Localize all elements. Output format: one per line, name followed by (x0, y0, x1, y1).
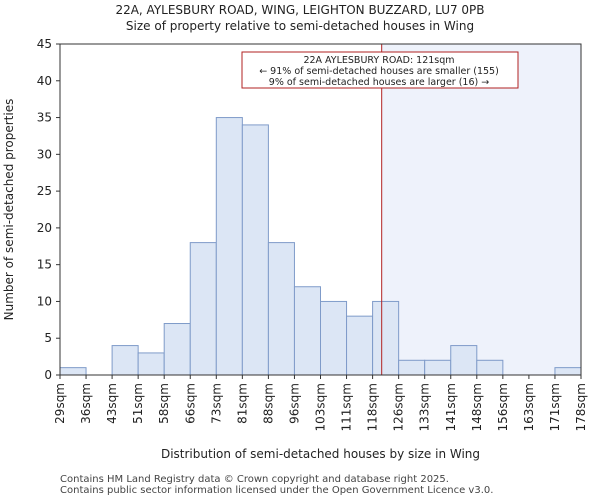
x-tick-label: 66sqm (183, 383, 197, 424)
x-tick-label: 29sqm (53, 383, 67, 424)
y-tick-label: 5 (44, 331, 52, 345)
histogram-bar (554, 367, 582, 376)
y-tick-label: 10 (37, 294, 52, 308)
histogram-bar (320, 300, 348, 376)
x-tick-label: 171sqm (548, 383, 562, 431)
y-tick-label: 15 (37, 258, 52, 272)
histogram-bar (476, 359, 504, 376)
histogram-bar (346, 315, 374, 376)
histogram-bar (137, 352, 165, 376)
chart-subtitle: Size of property relative to semi-detach… (125, 19, 475, 33)
x-tick-label: 118sqm (366, 383, 380, 431)
histogram-bar (424, 359, 452, 376)
histogram-bar (189, 242, 217, 376)
x-axis-label: Distribution of semi-detached houses by … (161, 447, 480, 461)
x-tick-label: 73sqm (209, 383, 223, 424)
y-axis-label: Number of semi-detached properties (2, 99, 16, 321)
histogram-bar (241, 124, 269, 376)
x-tick-label: 126sqm (392, 383, 406, 431)
x-tick-label: 96sqm (287, 383, 301, 424)
larger-region-shading (381, 44, 581, 375)
x-tick-label: 156sqm (496, 383, 510, 431)
histogram-bar (398, 359, 426, 376)
annotation-line: ← 91% of semi-detached houses are smalle… (259, 66, 499, 77)
x-tick-label: 141sqm (444, 383, 458, 431)
y-tick-label: 35 (37, 111, 52, 125)
x-tick-label: 111sqm (340, 383, 354, 431)
x-tick-label: 58sqm (157, 383, 171, 424)
histogram-bar (163, 323, 191, 376)
histogram-bar (59, 367, 87, 376)
annotation-line: 9% of semi-detached houses are larger (1… (269, 77, 489, 88)
x-tick-label: 163sqm (522, 383, 536, 431)
x-tick-label: 43sqm (105, 383, 119, 424)
histogram-bar (450, 345, 478, 376)
y-tick-label: 20 (37, 221, 52, 235)
y-tick-label: 45 (37, 37, 52, 51)
x-tick-label: 133sqm (418, 383, 432, 431)
y-tick-label: 40 (37, 74, 52, 88)
chart-title: 22A, AYLESBURY ROAD, WING, LEIGHTON BUZZ… (115, 3, 485, 17)
x-tick-label: 103sqm (314, 383, 328, 431)
annotation-line: 22A AYLESBURY ROAD: 121sqm (303, 55, 454, 66)
x-tick-label: 81sqm (235, 383, 249, 424)
x-tick-label: 88sqm (261, 383, 275, 424)
x-tick-label: 36sqm (79, 383, 93, 424)
histogram-bar (267, 242, 295, 376)
y-tick-label: 0 (44, 368, 52, 382)
histogram-bar (293, 286, 322, 376)
annotation-box (241, 51, 519, 89)
x-tick-label: 51sqm (131, 383, 145, 424)
footer-licence: Contains public sector information licen… (60, 485, 494, 496)
y-tick-label: 25 (37, 184, 52, 198)
histogram-bar (111, 345, 139, 376)
footer-copyright: Contains HM Land Registry data © Crown c… (60, 474, 449, 485)
x-tick-label: 178sqm (574, 383, 588, 431)
x-tick-label: 148sqm (470, 383, 484, 431)
y-tick-label: 30 (37, 147, 52, 161)
histogram-bar (215, 117, 243, 376)
histogram-bar (372, 300, 400, 376)
